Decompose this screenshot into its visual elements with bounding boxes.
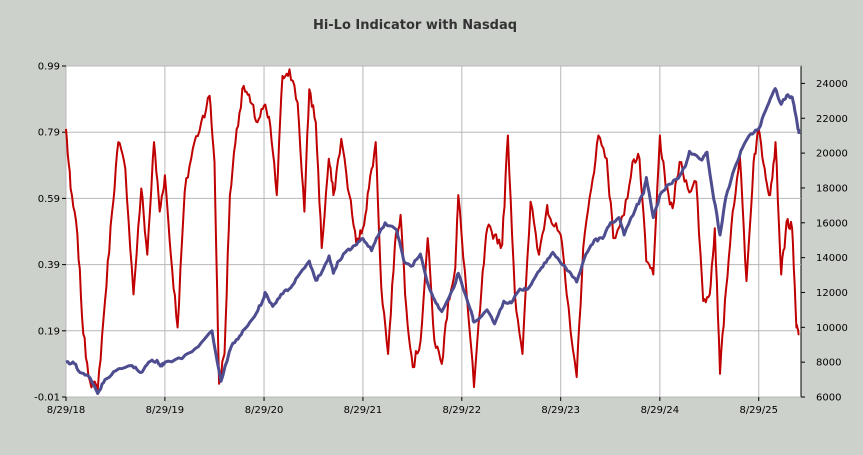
series-line-hilo — [65, 68, 800, 392]
x-tick-label: 8/29/25 — [739, 405, 778, 416]
series-lines — [65, 68, 801, 395]
left-tick-label: 0.59 — [38, 194, 60, 205]
right-tick-label: 6000 — [816, 393, 841, 404]
left-tick-label: 0.79 — [38, 128, 60, 139]
x-tick-label: 8/29/24 — [641, 405, 680, 416]
x-tick-label: 8/29/21 — [344, 405, 383, 416]
left-axis-ticks: -0.01 0.19 0.39 0.59 0.79 0.99 — [34, 62, 66, 404]
chart-title: Hi-Lo Indicator with Nasdaq — [312, 18, 518, 33]
right-tick-label: 12000 — [816, 288, 848, 299]
x-tick-label: 8/29/20 — [245, 405, 284, 416]
x-tick-label: 8/29/19 — [146, 405, 185, 416]
x-tick-label: 8/29/22 — [443, 405, 482, 416]
left-tick-label: 0.19 — [38, 326, 60, 337]
right-tick-label: 14000 — [816, 253, 848, 264]
x-tick-label: 8/29/23 — [541, 405, 580, 416]
right-tick-label: 18000 — [816, 183, 848, 194]
left-tick-label: 0.39 — [38, 260, 60, 271]
x-axis-ticks: 8/29/18 8/29/19 8/29/20 8/29/21 8/29/22 8/29/… — [47, 397, 778, 416]
plot-frame — [65, 65, 802, 398]
right-tick-label: 16000 — [816, 218, 848, 229]
series-line-nasdaq — [65, 87, 801, 395]
left-tick-label: 0.99 — [38, 62, 60, 73]
right-tick-label: 24000 — [816, 79, 848, 90]
right-tick-label: 10000 — [816, 323, 848, 334]
right-tick-label: 20000 — [816, 149, 848, 160]
right-tick-label: 22000 — [816, 114, 848, 125]
right-axis-ticks: 6000 8000 10000 12000 14000 16000 18000 20000 22… — [801, 79, 848, 404]
right-tick-label: 8000 — [816, 358, 841, 369]
x-tick-label: 8/29/18 — [47, 405, 86, 416]
left-tick-label: -0.01 — [34, 393, 60, 404]
